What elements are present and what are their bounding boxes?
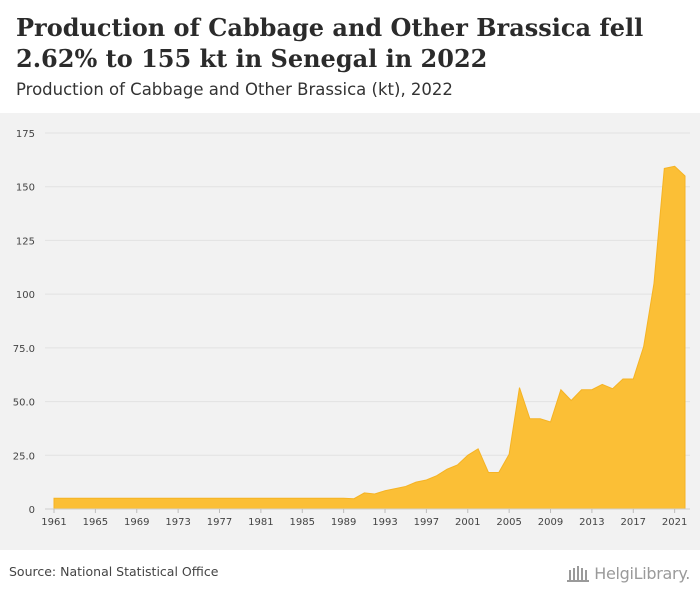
y-tick-label: 25.0	[13, 451, 35, 462]
x-tick-label: 2013	[579, 517, 604, 528]
x-tick-label: 1985	[290, 517, 315, 528]
library-building-icon	[567, 566, 590, 582]
source-note: Source: National Statistical Office	[9, 564, 219, 579]
footer: Source: National Statistical Office Helg…	[0, 550, 700, 596]
series-area	[53, 165, 686, 510]
y-tick-label: 50.0	[13, 398, 35, 409]
chart-title: Production of Cabbage and Other Brassica…	[16, 13, 644, 73]
x-tick-label: 1977	[207, 517, 232, 528]
y-tick-label: 125	[16, 236, 35, 247]
y-tick-label: 0	[29, 505, 35, 516]
logo-text: HelgiLibrary.	[594, 563, 690, 583]
y-tick-label: 75.0	[13, 344, 35, 355]
x-tick-label: 1993	[372, 517, 397, 528]
y-tick-label: 100	[16, 290, 35, 301]
y-tick-label: 175	[16, 129, 35, 140]
y-tick-label: 150	[16, 183, 35, 194]
x-tick-label: 2005	[496, 517, 521, 528]
x-tick-label: 1981	[248, 517, 273, 528]
x-tick-label: 1965	[83, 517, 108, 528]
chart-subtitle: Production of Cabbage and Other Brassica…	[16, 80, 453, 99]
x-tick-label: 1997	[414, 517, 439, 528]
x-tick-label: 2017	[621, 517, 646, 528]
header: Production of Cabbage and Other Brassica…	[0, 0, 700, 113]
x-tick-label: 2021	[662, 517, 687, 528]
chart-area: 0 25.0 50.0 75.0 100 125 150 175 1961 1965 1969 197…	[0, 113, 700, 550]
x-tick-label: 1973	[165, 517, 190, 528]
x-tick-label: 1969	[124, 517, 149, 528]
area-chart: 0 25.0 50.0 75.0 100 125 150 175 1961 1965 1969 197…	[13, 129, 690, 528]
x-tick-label: 1989	[331, 517, 356, 528]
x-tick-label: 1961	[41, 517, 66, 528]
x-tick-label: 2001	[455, 517, 480, 528]
helgilibrary-logo[interactable]: HelgiLibrary.	[566, 560, 690, 586]
x-tick-label: 2009	[538, 517, 563, 528]
